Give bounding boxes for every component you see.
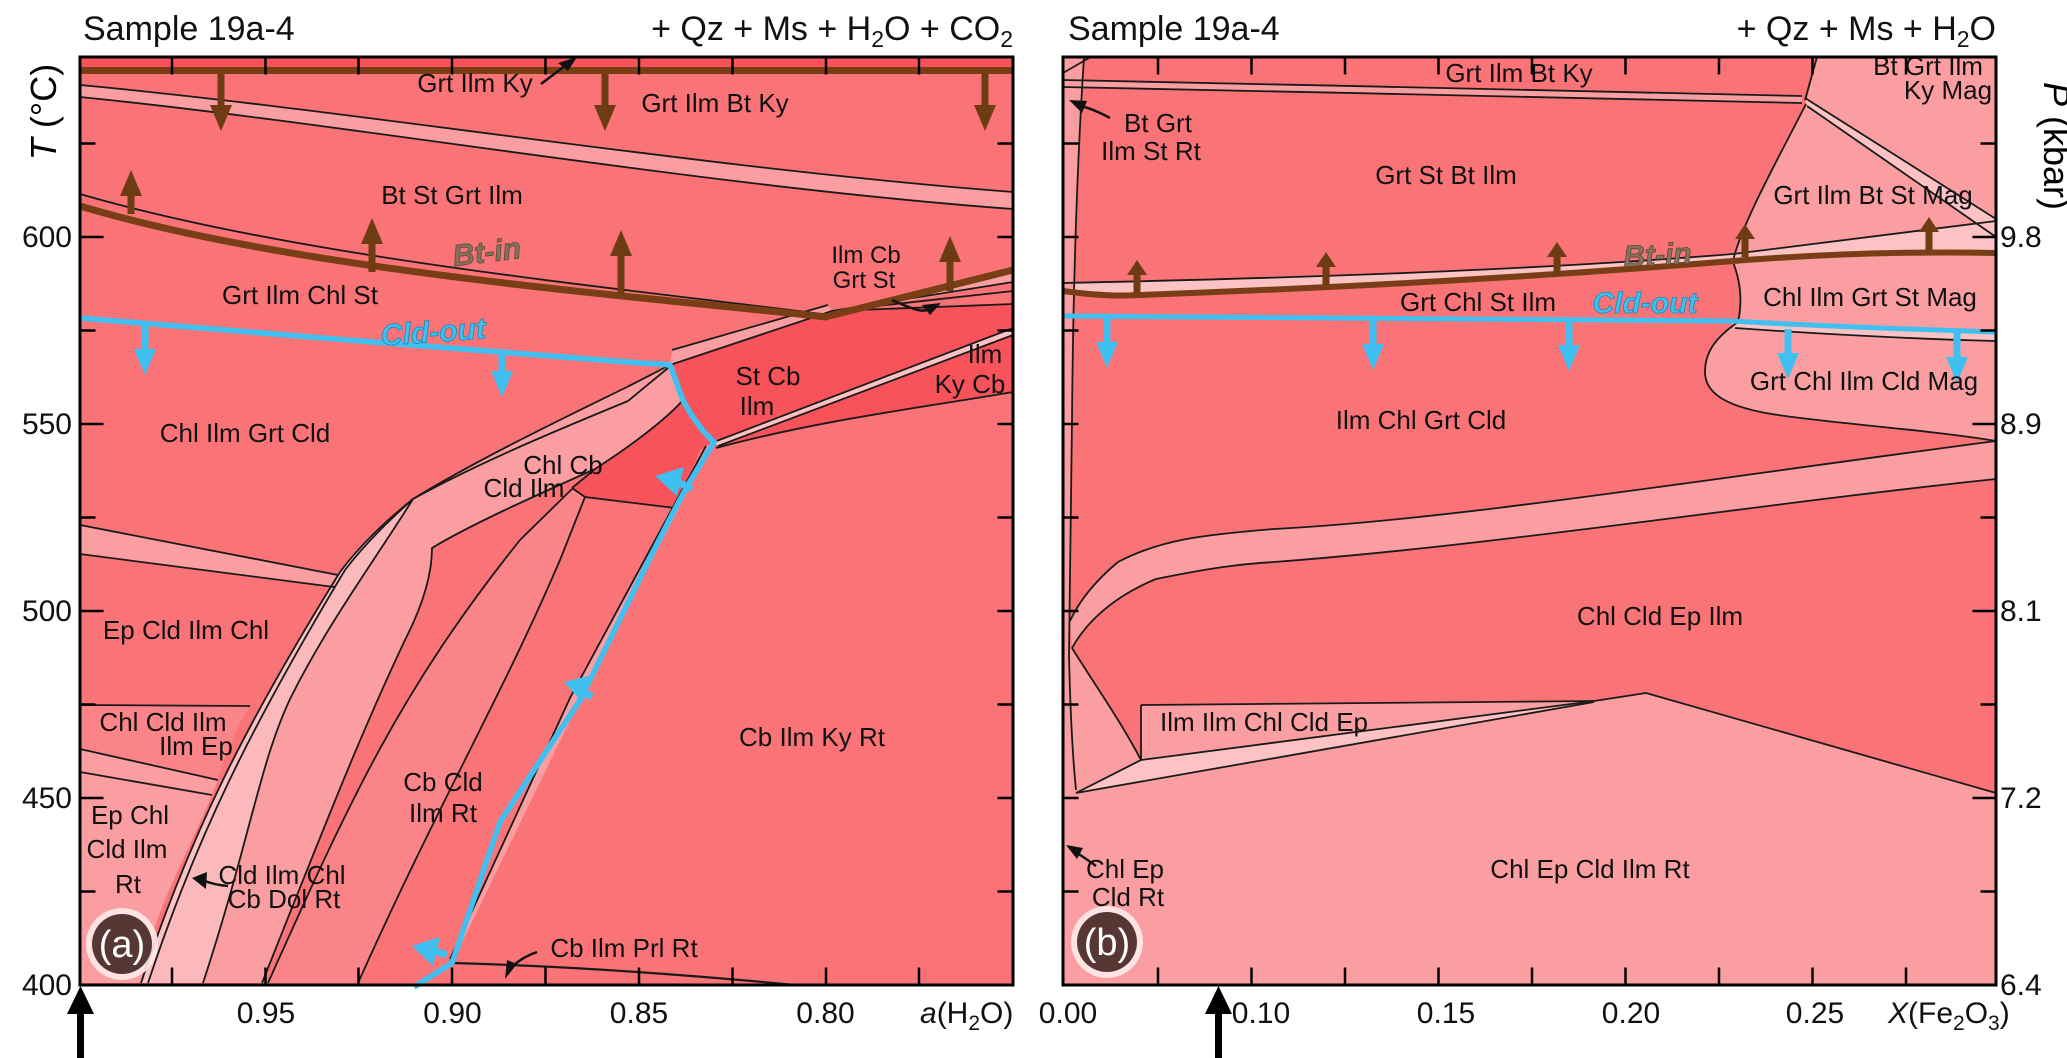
svg-text:Ilm: Ilm	[740, 391, 775, 421]
svg-text:Grt Ilm Bt Ky: Grt Ilm Bt Ky	[1445, 58, 1592, 88]
svg-text:Ky Mag: Ky Mag	[1904, 75, 1992, 105]
svg-text:T (°C): T (°C)	[23, 64, 64, 160]
svg-text:Grt St: Grt St	[833, 267, 896, 294]
svg-text:(b): (b)	[1084, 922, 1130, 964]
svg-text:Ilm Chl Grt Cld: Ilm Chl Grt Cld	[1336, 405, 1506, 435]
svg-text:P (kbar): P (kbar)	[2036, 82, 2067, 210]
svg-text:0.80: 0.80	[796, 997, 854, 1030]
svg-text:0.15: 0.15	[1417, 997, 1475, 1030]
svg-text:0.10: 0.10	[1232, 997, 1290, 1030]
svg-text:0.95: 0.95	[237, 997, 295, 1030]
svg-text:Ilm Ilm Chl Cld Ep: Ilm Ilm Chl Cld Ep	[1160, 707, 1368, 737]
svg-text:Grt Ilm Bt St Mag: Grt Ilm Bt St Mag	[1773, 180, 1972, 210]
svg-text:450: 450	[22, 782, 72, 815]
svg-text:6.4: 6.4	[2000, 969, 2042, 1002]
svg-text:Cld Ilm: Cld Ilm	[87, 834, 168, 864]
svg-text:8.1: 8.1	[2000, 595, 2042, 628]
svg-text:X(Fe2O3): X(Fe2O3)	[1887, 997, 2010, 1035]
svg-text:Chl Ilm Grt St Mag: Chl Ilm Grt St Mag	[1763, 282, 1977, 312]
svg-text:Grt Chl St Ilm: Grt Chl St Ilm	[1400, 287, 1556, 317]
svg-text:0.20: 0.20	[1602, 997, 1660, 1030]
svg-text:Ky Cb: Ky Cb	[935, 369, 1006, 399]
svg-text:a(H2O): a(H2O)	[920, 997, 1013, 1035]
svg-text:Sample 19a-4: Sample 19a-4	[1068, 10, 1280, 48]
svg-text:Grt Ilm Bt Ky: Grt Ilm Bt Ky	[641, 88, 788, 118]
svg-text:Ilm Cb: Ilm Cb	[831, 242, 900, 269]
svg-text:400: 400	[22, 969, 72, 1002]
svg-text:Cb Cld: Cb Cld	[403, 767, 482, 797]
svg-text:Cb Ilm Prl Rt: Cb Ilm Prl Rt	[550, 933, 698, 963]
svg-text:Grt Ilm Chl St: Grt Ilm Chl St	[222, 280, 379, 310]
svg-text:9.8: 9.8	[2000, 221, 2042, 254]
svg-text:0.00: 0.00	[1039, 997, 1097, 1030]
svg-text:St Cb: St Cb	[735, 361, 800, 391]
svg-text:0.25: 0.25	[1786, 997, 1844, 1030]
svg-text:Bt Grt: Bt Grt	[1124, 108, 1193, 138]
svg-text:Ilm: Ilm	[968, 339, 1003, 369]
svg-text:Ilm Ep: Ilm Ep	[159, 731, 233, 761]
svg-text:Chl Cb: Chl Cb	[523, 450, 602, 480]
svg-text:Ep Chl: Ep Chl	[91, 800, 169, 830]
svg-text:Grt Ilm Ky: Grt Ilm Ky	[417, 68, 533, 98]
svg-text:+ Qz + Ms + H2O + CO2: + Qz + Ms + H2O + CO2	[651, 10, 1013, 52]
svg-text:Grt St Bt Ilm: Grt St Bt Ilm	[1375, 160, 1517, 190]
svg-text:(a): (a)	[99, 924, 145, 966]
svg-text:Bt St Grt Ilm: Bt St Grt Ilm	[381, 180, 523, 210]
svg-text:Grt Chl Ilm Cld Mag: Grt Chl Ilm Cld Mag	[1750, 366, 1978, 396]
svg-text:Ep Cld Ilm Chl: Ep Cld Ilm Chl	[103, 615, 269, 645]
svg-text:550: 550	[22, 408, 72, 441]
svg-text:Chl Ilm Grt Cld: Chl Ilm Grt Cld	[160, 418, 330, 448]
svg-text:Cld Ilm: Cld Ilm	[484, 473, 565, 503]
svg-text:600: 600	[22, 221, 72, 254]
svg-text:Chl Cld Ep Ilm: Chl Cld Ep Ilm	[1577, 601, 1743, 631]
svg-text:Sample 19a-4: Sample 19a-4	[83, 10, 295, 48]
svg-text:0.90: 0.90	[423, 997, 481, 1030]
svg-text:500: 500	[22, 595, 72, 628]
svg-text:+ Qz + Ms + H2O: + Qz + Ms + H2O	[1737, 10, 1996, 52]
svg-text:Ilm St Rt: Ilm St Rt	[1101, 136, 1201, 166]
svg-text:Cb Ilm Ky Rt: Cb Ilm Ky Rt	[739, 722, 886, 752]
svg-text:Cld Ilm Chl: Cld Ilm Chl	[218, 860, 345, 890]
svg-text:Cld-out: Cld-out	[380, 312, 489, 352]
svg-text:Chl Ep Cld Ilm Rt: Chl Ep Cld Ilm Rt	[1490, 854, 1690, 884]
svg-text:0.85: 0.85	[610, 997, 668, 1030]
svg-text:7.2: 7.2	[2000, 782, 2042, 815]
svg-text:Rt: Rt	[115, 869, 142, 899]
svg-text:Cb Dol Rt: Cb Dol Rt	[228, 884, 341, 914]
svg-text:Cld-out: Cld-out	[1593, 287, 1700, 320]
svg-text:Chl Ep: Chl Ep	[1086, 854, 1164, 884]
svg-text:Chl Cld Ilm: Chl Cld Ilm	[99, 707, 226, 737]
svg-text:8.9: 8.9	[2000, 408, 2042, 441]
svg-text:Bt-in: Bt-in	[1623, 237, 1693, 274]
svg-text:Ilm Rt: Ilm Rt	[409, 798, 478, 828]
